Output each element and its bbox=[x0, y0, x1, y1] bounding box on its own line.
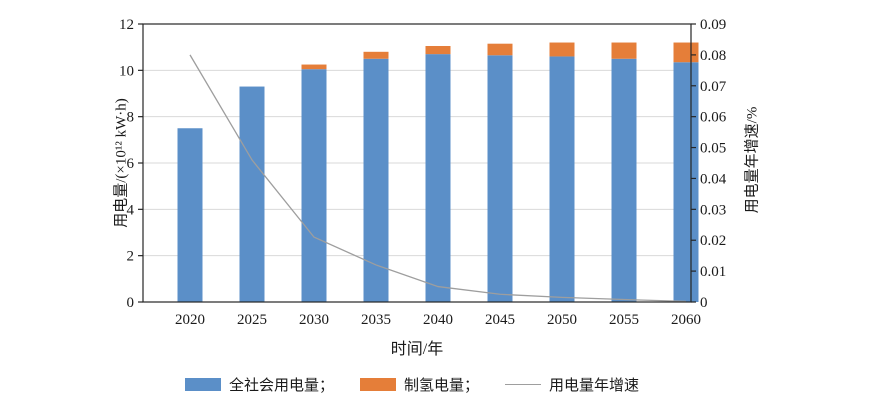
bar-total-electricity-2020 bbox=[177, 128, 203, 302]
x-axis-tick-label: 2040 bbox=[423, 312, 453, 328]
total-electricity-swatch-icon bbox=[185, 378, 221, 391]
left-axis-tick-label: 0 bbox=[127, 295, 135, 311]
bar-total-electricity-2050 bbox=[549, 56, 575, 302]
right-axis-tick-label: 0.01 bbox=[700, 264, 726, 280]
right-axis-tick-label: 0.06 bbox=[700, 110, 727, 126]
right-axis-tick-label: 0.02 bbox=[700, 233, 726, 249]
legend-label-growth-rate: 用电量年增速 bbox=[549, 378, 640, 394]
chart-legend: 全社会用电量； 制氢电量； 用电量年增速 bbox=[185, 374, 639, 395]
x-axis-tick-label: 2035 bbox=[361, 312, 391, 328]
legend-item-hydrogen-electricity: 制氢电量； bbox=[360, 374, 479, 395]
left-axis-tick-label: 8 bbox=[127, 110, 135, 126]
right-axis-tick-label: 0.04 bbox=[700, 171, 727, 187]
bar-total-electricity-2030 bbox=[301, 69, 327, 302]
legend-label-hydrogen-electricity: 制氢电量； bbox=[404, 378, 480, 394]
bar-total-electricity-2045 bbox=[487, 55, 513, 303]
bar-total-electricity-2060 bbox=[673, 62, 699, 302]
x-axis-tick-label: 2055 bbox=[609, 312, 639, 328]
bar-hydrogen-electricity-2050 bbox=[549, 42, 575, 57]
legend-item-total-electricity: 全社会用电量； bbox=[185, 374, 334, 395]
bar-hydrogen-electricity-2040 bbox=[425, 46, 451, 55]
bar-hydrogen-electricity-2045 bbox=[487, 43, 513, 56]
left-axis-tick-label: 2 bbox=[127, 249, 135, 265]
right-axis-tick-label: 0 bbox=[700, 295, 708, 311]
bar-total-electricity-2040 bbox=[425, 54, 451, 302]
right-axis-tick-label: 0.05 bbox=[700, 141, 726, 157]
right-y-axis-title: 用电量年增速/% bbox=[744, 106, 761, 214]
right-axis-tick-label: 0.03 bbox=[700, 202, 726, 218]
x-axis-tick-label: 2030 bbox=[299, 312, 329, 328]
x-axis-tick-label: 2045 bbox=[485, 312, 515, 328]
legend-label-total-electricity: 全社会用电量； bbox=[229, 378, 335, 394]
bar-hydrogen-electricity-2055 bbox=[611, 42, 637, 59]
x-axis-tick-label: 2025 bbox=[237, 312, 267, 328]
bar-total-electricity-2055 bbox=[611, 58, 637, 302]
x-axis-tick-label: 2060 bbox=[671, 312, 701, 328]
right-axis-tick-label: 0.08 bbox=[700, 48, 726, 64]
bar-hydrogen-electricity-2035 bbox=[363, 51, 389, 59]
hydrogen-electricity-swatch-icon bbox=[360, 378, 397, 391]
left-axis-tick-label: 6 bbox=[127, 156, 135, 172]
right-axis-tick-label: 0.07 bbox=[700, 79, 727, 95]
left-axis-tick-label: 12 bbox=[119, 17, 134, 33]
x-axis-title: 时间/年 bbox=[390, 341, 444, 358]
bar-hydrogen-electricity-2060 bbox=[673, 42, 699, 63]
x-axis-tick-label: 2050 bbox=[547, 312, 577, 328]
right-axis-tick-label: 0.09 bbox=[700, 17, 726, 33]
left-axis-tick-label: 4 bbox=[127, 202, 135, 218]
bar-total-electricity-2025 bbox=[239, 86, 265, 302]
growth-rate-line bbox=[189, 54, 687, 303]
legend-item-growth-rate: 用电量年增速 bbox=[505, 374, 639, 395]
bar-hydrogen-electricity-2030 bbox=[301, 64, 327, 70]
x-axis-tick-label: 2020 bbox=[175, 312, 205, 328]
left-axis-tick-label: 10 bbox=[119, 63, 134, 79]
growth-rate-line-icon bbox=[505, 384, 542, 385]
left-y-axis-title: 用电量/(×10¹² kW·h) bbox=[113, 98, 130, 228]
